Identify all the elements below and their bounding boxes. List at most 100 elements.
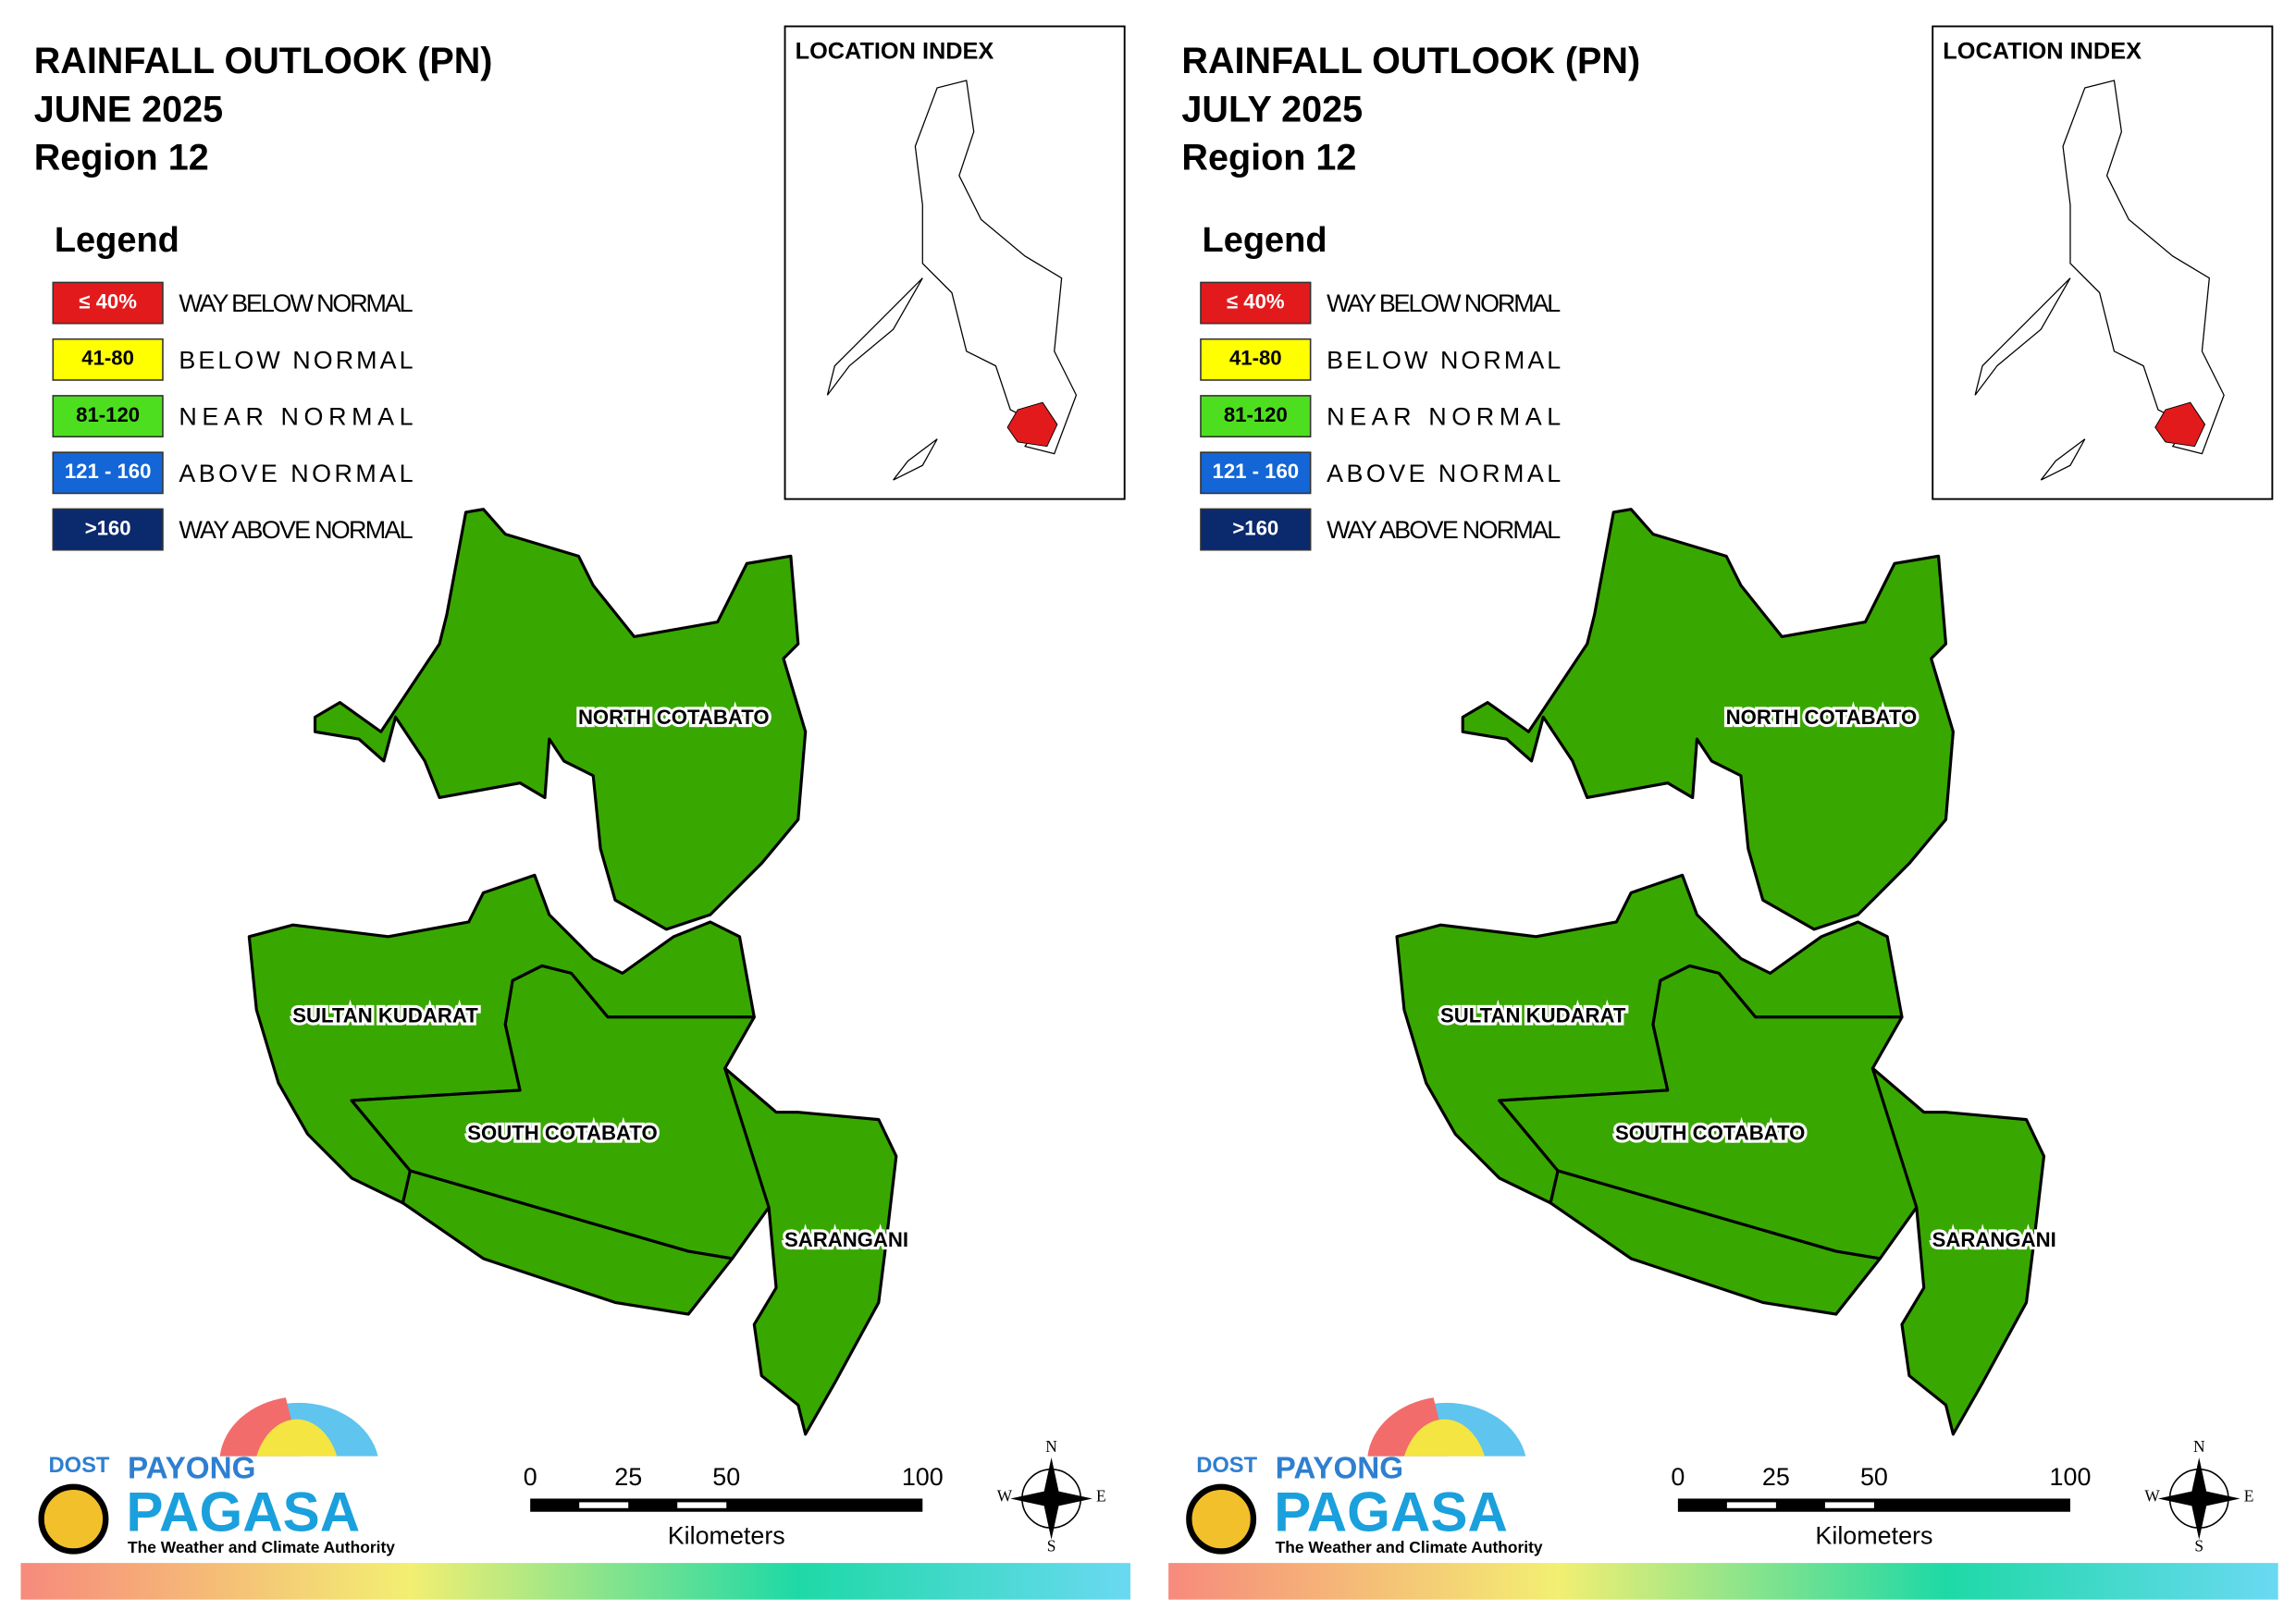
legend-swatch [52,338,164,381]
color-band [20,1563,1131,1600]
title-line: Region 12 [34,138,209,178]
scale-segment [1726,1502,1776,1508]
logo-pagasa: PAGASA [126,1481,360,1543]
scale-unit: Kilometers [1815,1522,1932,1550]
legend-title: Legend [1203,221,1327,260]
legend-label: WAY ABOVE NORMAL [1327,516,1561,544]
legend-range: >160 [1232,516,1278,539]
location-index-frame [1932,25,2274,500]
location-index-title: LOCATION INDEX [796,38,994,64]
scale-tick-label: 25 [1762,1463,1790,1491]
legend-range: 121 - 160 [65,460,152,483]
title-line: Region 12 [1181,138,1356,178]
scale-segment [677,1502,727,1508]
seal [1186,1483,1257,1555]
umbrella-mid [256,1419,338,1457]
legend-swatch [1200,338,1312,381]
legend-label: ABOVE NORMAL [1327,460,1561,487]
legend-swatch [52,508,164,551]
legend-range: 81-120 [1224,403,1288,426]
legend-range: ≤ 40% [1227,289,1285,313]
compass-letter: W [997,1487,1013,1506]
region-label: SULTAN KUDARAT [1440,1004,1626,1027]
logo-tagline: The Weather and Climate Authority [128,1538,395,1556]
logo-payong: PAYONG [128,1451,255,1485]
logo-tagline: The Weather and Climate Authority [1276,1538,1543,1556]
logo-dost: DOST [49,1454,110,1478]
location-index-frame [784,25,1126,500]
legend-label: WAY BELOW NORMAL [1327,289,1561,317]
legend-label: NEAR NORMAL [179,403,413,431]
compass-letter: W [2144,1487,2160,1506]
philippines-outline [1974,80,2225,481]
scale-segment [579,1502,629,1508]
umbrella-mid [1403,1419,1485,1457]
scale-tick-label: 0 [524,1463,537,1491]
legend-range: ≤ 40% [79,289,137,313]
region-label: NORTH COTABATO [578,706,770,729]
south-cotabato-strip [401,1169,734,1316]
logo-pagasa: PAGASA [1274,1481,1508,1543]
title-line: JULY 2025 [1181,89,1363,129]
compass-letter: E [2244,1487,2254,1506]
scale-tick-label: 50 [1860,1463,1888,1491]
legend-label: WAY BELOW NORMAL [179,289,413,317]
legend-label: ABOVE NORMAL [179,460,413,487]
legend-swatch [1200,395,1312,438]
legend-range: 41-80 [81,347,134,370]
scale-tick-label: 25 [614,1463,642,1491]
compass-letter: S [1047,1536,1056,1555]
philippines-outline [826,80,1078,481]
title-line: JUNE 2025 [34,89,223,129]
region-highlight [2154,401,2206,448]
scale-segment [1824,1502,1874,1508]
legend-range: 81-120 [76,403,140,426]
north-cotabato [1461,508,1955,931]
logo-dost: DOST [1196,1454,1257,1478]
legend-swatch [1200,508,1312,551]
legend-range: 41-80 [1229,347,1282,370]
legend-label: BELOW NORMAL [1327,346,1561,374]
panel: RAINFALL OUTLOOK (PN) JUNE 2025 Region 12 L… [20,25,1131,1600]
legend-swatch [52,451,164,495]
compass-letter: S [2194,1536,2203,1555]
scale-unit: Kilometers [668,1522,785,1550]
north-cotabato [313,508,808,931]
scale-tick-label: 100 [902,1463,944,1491]
legend-title: Legend [55,221,179,260]
legend-swatch [52,395,164,438]
legend-range: 121 - 160 [1213,460,1300,483]
logo-payong: PAYONG [1276,1451,1403,1485]
legend-label: WAY ABOVE NORMAL [179,516,413,544]
sarangani [723,1066,898,1436]
south-cotabato-strip [1549,1169,1882,1316]
legend-label: NEAR NORMAL [1327,403,1561,431]
title-line: RAINFALL OUTLOOK (PN) [1181,41,1640,81]
title-line: RAINFALL OUTLOOK (PN) [34,41,493,81]
compass-letter: N [2193,1437,2205,1456]
region-label: NORTH COTABATO [1726,706,1918,729]
location-index-title: LOCATION INDEX [1943,38,2142,64]
legend-swatch [1200,451,1312,495]
legend-label: BELOW NORMAL [179,346,413,374]
seal [38,1483,109,1555]
compass-star [2157,1457,2240,1540]
region-label: SOUTH COTABATO [1615,1121,1805,1144]
color-band [1168,1563,2278,1600]
region-label: SULTAN KUDARAT [292,1004,478,1027]
region-label: SARANGANI [784,1228,908,1251]
compass-star [1010,1457,1092,1540]
panel: RAINFALL OUTLOOK (PN) JULY 2025 Region 12 L… [1168,25,2278,1600]
region-highlight [1006,401,1058,448]
scale-tick-label: 100 [2050,1463,2092,1491]
legend-swatch [1200,281,1312,325]
compass-letter: N [1045,1437,1057,1456]
sarangani [1870,1066,2046,1436]
scale-tick-label: 50 [712,1463,740,1491]
legend-range: >160 [85,516,131,539]
region-label: SARANGANI [1932,1228,2056,1251]
compass-letter: E [1096,1487,1106,1506]
scale-tick-label: 0 [1671,1463,1685,1491]
